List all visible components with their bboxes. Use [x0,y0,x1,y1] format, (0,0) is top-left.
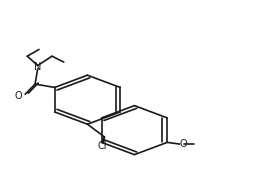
Text: N: N [34,62,41,72]
Text: Cl: Cl [97,141,106,151]
Text: O: O [179,139,187,149]
Text: O: O [15,91,22,101]
